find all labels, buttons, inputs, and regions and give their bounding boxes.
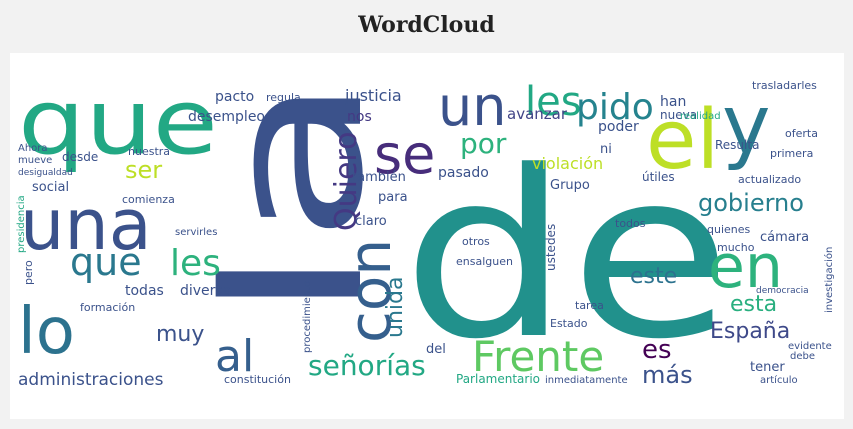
word-ni: ni xyxy=(600,142,612,157)
word-mas: más xyxy=(642,361,693,389)
word-mucho: mucho xyxy=(717,241,755,254)
word-primera: primera xyxy=(770,147,813,160)
word-ahora: Ahora xyxy=(18,143,48,154)
word-comienza: comienza xyxy=(122,193,175,206)
word-este: este xyxy=(630,264,677,289)
word-unida: unida xyxy=(383,277,408,338)
word-avanzar: avanzar xyxy=(507,105,568,123)
word-nos: nos xyxy=(347,109,372,125)
word-para: para xyxy=(378,190,408,205)
word-articulo: artículo xyxy=(760,374,798,386)
word-democracia: democracia xyxy=(756,286,809,296)
word-al: al xyxy=(215,331,254,382)
word-les-2: les xyxy=(170,243,221,284)
word-diversa: diversa xyxy=(180,283,231,299)
word-desigualdad: desigualdad xyxy=(18,168,73,178)
word-investigacion: investigación xyxy=(823,247,835,313)
word-se: se xyxy=(374,123,435,186)
word-espana: España xyxy=(710,319,790,344)
word-servirles: servirles xyxy=(175,227,217,238)
word-desde: desde xyxy=(62,150,98,164)
word-lo: lo xyxy=(18,295,75,369)
word-quiero: Quiero xyxy=(329,132,364,231)
word-quienes: quienes xyxy=(707,223,751,236)
word-constitucion: constitución xyxy=(224,373,291,386)
word-estado: Estado xyxy=(550,317,588,330)
word-por: por xyxy=(460,127,507,160)
word-debe: debe xyxy=(790,351,815,362)
word-justicia: justicia xyxy=(344,86,402,105)
word-una: una xyxy=(20,184,152,266)
word-resulta: Resulta xyxy=(715,138,759,152)
word-oferta: oferta xyxy=(785,127,818,140)
word-realidad: realidad xyxy=(680,111,721,122)
word-procedimiento: procedimiento xyxy=(302,281,313,353)
word-parlamentario: Parlamentario xyxy=(456,372,540,386)
word-nuestra: nuestra xyxy=(128,145,170,158)
word-desempleo: desempleo xyxy=(188,109,265,125)
word-y: y xyxy=(722,78,771,173)
page-title: WordCloud xyxy=(358,12,495,38)
word-ser: ser xyxy=(125,156,162,184)
word-otros: otros xyxy=(462,235,490,248)
word-inmediatamente: inmediatamente xyxy=(545,375,628,386)
word-pido: pido xyxy=(576,87,654,128)
word-han: han xyxy=(660,94,686,110)
word-utiles: útiles xyxy=(642,170,675,184)
word-tambien: también xyxy=(352,170,406,185)
word-pacto: pacto xyxy=(215,89,254,105)
word-evidente: evidente xyxy=(788,341,832,352)
word-del: del xyxy=(426,342,446,357)
word-trasladarles: trasladarles xyxy=(752,79,817,92)
word-que-2: que xyxy=(70,240,142,284)
word-formacion: formación xyxy=(80,301,135,314)
word-con: con xyxy=(336,239,404,343)
word-esta: esta xyxy=(730,292,777,317)
word-senorias: señorías xyxy=(308,349,426,382)
word-grupo: Grupo xyxy=(550,178,590,193)
word-ustedes: ustedes xyxy=(544,224,558,271)
word-de: de xyxy=(402,123,732,390)
wordcloud: de la el y que una con se un en lo al le… xyxy=(16,70,835,390)
word-nueva: nueva xyxy=(660,108,697,122)
word-la: la xyxy=(184,73,405,323)
word-todos: todos xyxy=(615,217,646,230)
word-poder: poder xyxy=(598,119,639,135)
word-ensalguen: ensalguen xyxy=(456,255,513,268)
word-tarea: tarea xyxy=(575,299,604,312)
word-gobierno: gobierno xyxy=(698,189,804,217)
word-social: social xyxy=(32,180,69,195)
word-les: les xyxy=(525,79,582,125)
word-violacion: violación xyxy=(532,154,603,173)
word-que: que xyxy=(18,70,218,175)
word-camara: cámara xyxy=(760,230,809,245)
word-un: un xyxy=(438,75,506,138)
wordcloud-panel: de la el y que una con se un en lo al le… xyxy=(10,53,844,419)
word-pero: pero xyxy=(22,260,35,285)
word-actualizado: actualizado xyxy=(738,173,801,186)
word-el: el xyxy=(646,93,719,188)
word-mueve: mueve xyxy=(18,155,52,166)
word-claro: claro xyxy=(355,214,387,229)
word-administraciones: administraciones xyxy=(18,370,164,390)
word-muy: muy xyxy=(156,322,204,347)
word-todas: todas xyxy=(125,283,164,299)
word-regula: regula xyxy=(266,91,301,104)
word-es: es xyxy=(642,335,672,365)
word-tener: tener xyxy=(750,360,785,375)
word-frente: Frente xyxy=(472,332,604,381)
word-en: en xyxy=(708,232,783,302)
word-presidencia: presidencia xyxy=(16,195,27,253)
word-pasado: pasado xyxy=(438,165,489,181)
